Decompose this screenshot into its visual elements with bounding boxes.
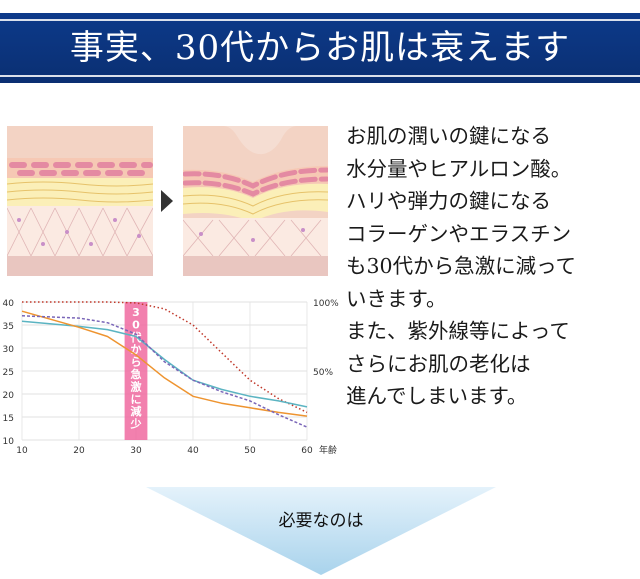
highlight-label-char: ら: [131, 356, 142, 369]
x-tick-label: 20: [73, 446, 85, 456]
y-tick-label: 40: [3, 299, 15, 309]
description-line: さらにお肌の老化は: [346, 351, 531, 376]
x-tick-label: 40: [187, 446, 199, 456]
highlight-label-char: 少: [130, 417, 142, 431]
banner-top-stripe: [0, 19, 640, 21]
triangle-right-icon: [161, 190, 173, 212]
young-skin-illustration: [7, 126, 153, 276]
y-tick-label: 35: [3, 322, 14, 332]
description-line: も30代から急激に減って: [346, 254, 577, 278]
description-text: お肌の潤いの鍵になる 水分量やヒアルロン酸。 ハリや弾力の鍵になる コラーゲンや…: [346, 120, 636, 413]
description-line: コラーゲンやエラスチン: [346, 221, 572, 246]
down-arrow-icon: [146, 487, 496, 575]
y-tick-label: 15: [3, 414, 14, 424]
series-line: [21, 315, 308, 428]
x-tick-label: 60: [301, 446, 313, 456]
description-line: 水分量やヒアルロン酸。: [346, 156, 572, 181]
x-unit-label: 年齢: [319, 444, 337, 456]
highlight-label-char: 激: [131, 379, 142, 393]
series-line: [22, 301, 308, 414]
highlight-label-char: 減: [131, 404, 142, 418]
y-tick-label: 20: [3, 391, 15, 401]
x-tick-label: 30: [130, 446, 142, 456]
description-line: また、紫外線等によって: [346, 319, 570, 343]
y-tick-label: 25: [3, 368, 14, 378]
next-label: 必要なのは: [278, 511, 364, 531]
banner-bottom-stripe: [0, 75, 640, 77]
description-line: 進んでしまいます。: [346, 384, 528, 408]
x-tick-label: 50: [244, 446, 256, 456]
x-tick-label: 10: [16, 446, 28, 456]
highlight-label-char: 0: [132, 318, 140, 331]
highlight-band: [124, 302, 148, 440]
aged-skin-illustration: [183, 126, 328, 276]
description-line: いきます。: [346, 286, 447, 311]
y-tick-label: 30: [3, 345, 15, 355]
highlight-label-char: か: [131, 343, 142, 356]
description-line: お肌の潤いの鍵になる: [346, 124, 551, 148]
y-tick-label: 10: [3, 437, 15, 447]
page-title: 事実、30代からお肌は衰えます: [69, 28, 571, 68]
title-banner: 事実、30代からお肌は衰えます: [0, 13, 640, 83]
highlight-label-char: 急: [131, 367, 142, 381]
description-line: ハリや弾力の鍵になる: [346, 189, 551, 213]
y2-tick-label: 100%: [313, 299, 339, 309]
series-line: [21, 320, 308, 408]
highlight-label-char: に: [131, 393, 142, 406]
series-line: [21, 310, 308, 417]
y2-tick-label: 50%: [313, 368, 333, 378]
highlight-label-char: 3: [132, 306, 140, 319]
